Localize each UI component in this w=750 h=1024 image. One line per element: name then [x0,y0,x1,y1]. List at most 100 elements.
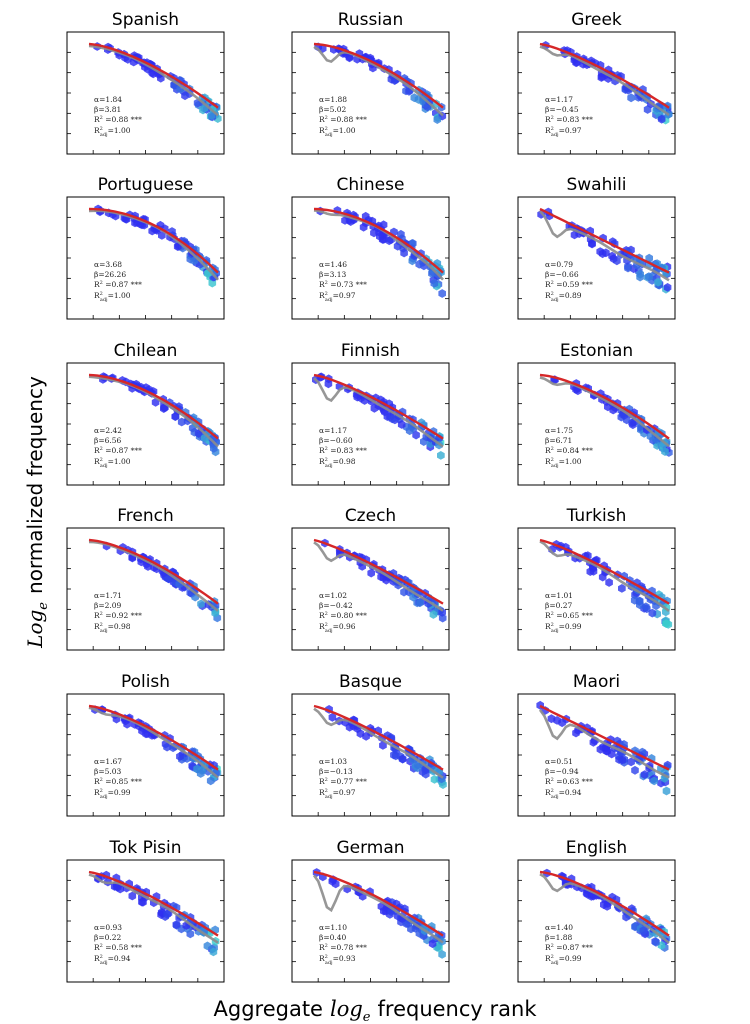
lowess-line [538,709,670,779]
stat-beta: β=2.09 [94,601,122,610]
panel-title: French [117,506,174,526]
panel-title: German [336,838,404,858]
stat-beta: β=6.71 [545,436,572,445]
hexbin [605,578,613,587]
stat-alpha: α=1.67 [94,757,122,766]
stat-r2: R2 =0.88 *** [94,115,142,124]
x-axis-label-aggregate: Aggregate [214,997,323,1021]
stat-r2: R2 =0.65 *** [545,611,593,620]
hexbin [639,926,648,935]
hexbin [163,909,171,919]
fit-line [313,207,444,274]
hexbin [392,751,400,761]
hexbin [388,414,397,424]
panel-title: Spanish [112,10,179,30]
hexbin [428,939,437,949]
stat-beta: β=−0.42 [319,601,353,610]
fit-line [88,373,219,440]
panel-title: English [566,838,627,858]
stat-beta: β=0.27 [545,601,573,610]
hexbin [645,272,653,282]
hexbin [629,420,637,430]
hexbin [657,114,666,124]
lowess-line [313,707,444,779]
hexbin [196,769,205,778]
hexbin [376,232,384,241]
stat-beta: β=−0.13 [319,767,353,776]
panel-title: Chilean [114,341,178,361]
stat-alpha: α=0.51 [545,757,573,766]
hexbin [415,259,423,269]
fit-line [539,207,670,274]
panel-title: Chinese [337,175,405,195]
panel-title: Maori [573,672,620,692]
plot-frame [517,31,676,155]
stat-r2: R2 =0.83 *** [319,446,367,455]
hexbin [405,426,414,436]
hexbin [645,253,653,263]
plot-frame [517,362,676,486]
hexbin [438,289,446,298]
lowess-line [538,210,670,282]
fit-line [539,373,670,440]
hexbin [636,269,644,279]
hexbin [650,776,658,786]
stat-alpha: α=1.03 [319,757,347,766]
stat-alpha: α=1.88 [319,95,347,104]
lowess-line [88,873,219,944]
hexbin [412,430,420,440]
stat-alpha: α=1.84 [94,95,122,104]
stat-beta: β=3.81 [94,105,121,114]
panel-title: Turkish [566,506,627,526]
lowess-line [313,377,444,448]
hexbin [572,728,580,738]
plot-frame [66,31,225,155]
hexbin [438,613,447,623]
hexbin [437,451,445,460]
fit-line [88,870,219,937]
fit-line [539,870,670,937]
fit-line [539,538,670,605]
panel-title: Polish [121,672,170,692]
hexbin [356,729,365,738]
hexbin [618,584,626,593]
hexbin [547,714,556,724]
lowess-line [88,540,219,612]
hexbin [640,770,649,779]
fit-line [313,870,444,937]
hexbin [367,568,375,578]
hexbin [602,248,610,258]
hexbin [158,231,166,240]
fit-line [313,42,444,109]
stat-r2: R2 =0.77 *** [319,777,367,786]
stat-alpha: α=1.75 [545,426,573,435]
hexbin [652,937,660,947]
plot-frame [66,859,225,983]
stat-r2: R2 =0.87 *** [94,280,142,289]
hexbin [203,941,212,951]
hexbin [430,279,439,288]
stat-beta: β=6.56 [94,436,122,445]
hexbin [648,608,657,618]
x-axis-label: Aggregate loge frequency rank [214,997,538,1024]
lowess-line [539,540,670,613]
hexbin [324,379,333,389]
hexbin [624,263,632,273]
hexbin [172,920,181,929]
stat-r2: R2 =0.87 *** [94,446,142,455]
hexbin [537,210,545,219]
stat-alpha: α=1.17 [319,426,347,435]
y-axis-label-sub: e [36,602,51,610]
panel-title: Finnish [341,341,400,361]
stat-beta: β=−0.60 [319,436,353,445]
hexbin [370,228,378,238]
hexbin [163,742,171,752]
hexbin [398,754,407,764]
